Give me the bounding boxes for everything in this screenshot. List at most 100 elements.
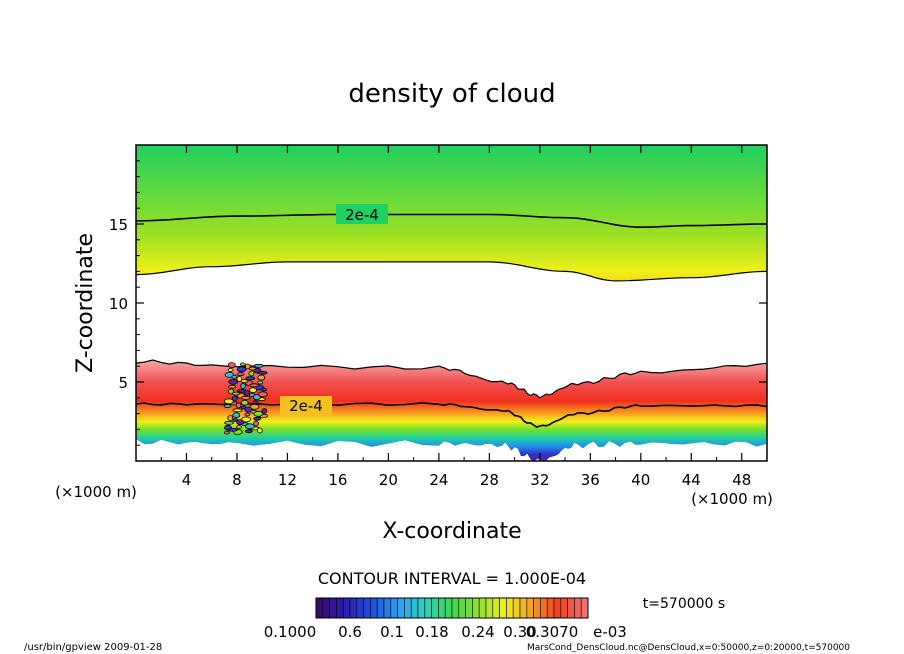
colorbar-swatch (526, 597, 534, 619)
y-axis-title: Z-coordinate (73, 233, 98, 373)
turbulence-blob (257, 374, 266, 381)
colorbar-swatch (465, 597, 473, 619)
contour-label-upper-bg (336, 204, 388, 224)
turbulence-blob (236, 425, 242, 429)
colorbar-swatch (567, 597, 575, 619)
turbulence-blob (232, 408, 243, 413)
colorbar-label: 0.3070 (526, 623, 579, 641)
turbulence-blob (240, 383, 247, 389)
turbulence-blob (249, 403, 260, 410)
colorbar-swatch (472, 597, 480, 619)
contour-label-lower: 2e-4 (289, 397, 323, 415)
turbulence-blob (239, 362, 246, 367)
colorbar-swatch (410, 597, 419, 619)
colorbar-swatch (356, 597, 364, 619)
turbulence-blob (240, 379, 249, 384)
footer-left: /usr/bin/gpview 2009-01-28 (24, 642, 162, 653)
colorbar-swatch (438, 597, 446, 619)
x-tick-label: 36 (581, 471, 600, 489)
contour-label-upper: 2e-4 (345, 206, 379, 224)
chart-title: density of cloud (348, 79, 555, 109)
turbulence-blob (228, 388, 234, 395)
turbulence-blob (253, 363, 264, 368)
x-tick-label: 44 (682, 471, 701, 489)
colorbar-swatch (342, 597, 351, 619)
colorbar-swatch (336, 597, 344, 619)
turbulence-blob (232, 412, 241, 419)
below-cloud-region (136, 439, 767, 461)
colorbar-swatch (519, 597, 528, 619)
colorbar-swatch (349, 597, 358, 619)
colorbar-swatch (458, 597, 466, 619)
turbulence-blob (248, 366, 257, 371)
turbulence-blob (236, 376, 243, 382)
turbulence-blob (252, 394, 261, 401)
turbulence-blob (257, 370, 268, 375)
colorbar-swatch (370, 597, 378, 619)
turbulence-blob (227, 415, 234, 421)
colorbar-swatch (478, 597, 487, 619)
lower-cloud-layer (136, 360, 767, 461)
colorbar-label: e-03 (593, 623, 627, 641)
x-axis: 4 8 12 16 20 24 28 32 36 40 44 48 (160, 145, 751, 489)
turbulence-blob (244, 363, 251, 370)
turbulence-blob (253, 420, 259, 427)
turbulence-blob (227, 368, 234, 372)
turbulence-blob (236, 419, 245, 426)
colorbar-swatch (424, 597, 432, 619)
x-tick-label: 12 (278, 471, 297, 489)
x-tick-label: 32 (530, 471, 549, 489)
turbulence-blob (228, 384, 237, 389)
x-tick-label: 48 (732, 471, 751, 489)
colorbar-swatch (444, 597, 453, 619)
colorbar-label: 0.24 (461, 623, 494, 641)
colorbar-label: 0.1 (380, 623, 404, 641)
turbulence-blob (232, 391, 240, 396)
turbulence-blob (249, 387, 257, 394)
turbulence-blob (256, 427, 263, 434)
turbulence-blob (224, 420, 235, 425)
y-tick-label: 15 (109, 216, 128, 234)
colorbar-label: 0.30 (503, 623, 536, 641)
colorbar-label: 0.1000 (264, 623, 317, 641)
colorbar-swatch (499, 597, 507, 619)
turbulence-blob (253, 410, 264, 417)
turbulence-blob (243, 389, 250, 396)
colorbar-swatch (451, 597, 460, 619)
x-axis-title: X-coordinate (382, 519, 521, 544)
turbulence-blob (244, 412, 251, 417)
turbulence-blob (261, 408, 268, 414)
plot-area (136, 145, 767, 461)
colorbar-swatch (533, 597, 541, 619)
colorbar-swatch (363, 597, 371, 619)
colorbar-swatch (322, 597, 330, 619)
cloud-free-band (136, 261, 767, 398)
colorbar-swatch (560, 597, 568, 619)
colorbar-swatch (485, 597, 494, 619)
x-tick-label: 4 (182, 471, 192, 489)
colorbar-swatch (512, 597, 521, 619)
colorbar-swatch (506, 597, 514, 619)
colorbar-swatch (431, 597, 439, 619)
colorbar-frame (315, 597, 589, 619)
colorbar-swatch (315, 597, 324, 619)
colorbar-swatch (404, 597, 412, 619)
turbulence-blob (223, 398, 234, 405)
colorbar-swatch (390, 597, 398, 619)
turbulence-blob (227, 362, 236, 369)
turbulence-blob (235, 402, 242, 409)
contour-interval-text: CONTOUR INTERVAL = 1.000E-04 (318, 569, 586, 588)
x-unit-label-left: (×1000 m) (55, 483, 137, 501)
x-tick-label: 28 (480, 471, 499, 489)
colorbar-swatch (492, 597, 500, 619)
x-tick-label: 20 (379, 471, 398, 489)
upper-bottom-contour-line (136, 261, 767, 282)
colorbar-swatch (574, 597, 582, 619)
colorbar-swatch (383, 597, 392, 619)
colorbar-swatch (553, 597, 562, 619)
colorbar-swatch (376, 597, 385, 619)
turbulent-patch (223, 362, 269, 435)
footer-right: MarsCond_DensCloud.nc@DensCloud,x=0:5000… (527, 643, 850, 653)
y-axis: 5 10 15 (109, 160, 767, 446)
